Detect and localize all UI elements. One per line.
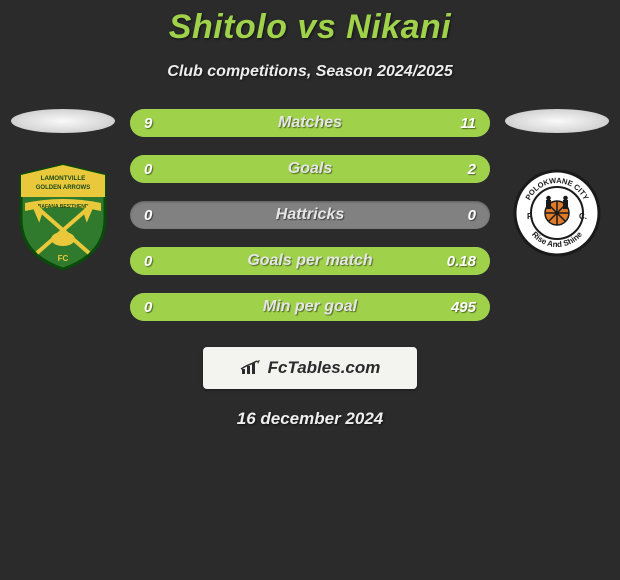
- stat-row-min-per-goal: 0 Min per goal 495: [130, 293, 490, 321]
- left-team-logo: LAMONTVILLE GOLDEN ARROWS ABAFANA BES'TH…: [15, 161, 111, 271]
- left-ellipse-decoration: [11, 109, 115, 133]
- stats-column: 9 Matches 11 0 Goals 2 0 Hattricks 0 0: [118, 109, 502, 321]
- stat-label: Matches: [278, 114, 342, 132]
- svg-text:GOLDEN ARROWS: GOLDEN ARROWS: [36, 185, 90, 191]
- stat-right-value: 2: [468, 161, 476, 178]
- stat-left-value: 0: [144, 253, 152, 270]
- page-title: Shitolo vs Nikani: [0, 8, 620, 47]
- stat-row-matches: 9 Matches 11: [130, 109, 490, 137]
- stat-label: Goals per match: [247, 252, 372, 270]
- svg-text:C.: C.: [579, 212, 587, 221]
- golden-arrows-shield-icon: LAMONTVILLE GOLDEN ARROWS ABAFANA BES'TH…: [15, 161, 111, 271]
- page-subtitle: Club competitions, Season 2024/2025: [0, 63, 620, 81]
- stat-left-value: 0: [144, 299, 152, 316]
- stat-label: Min per goal: [263, 298, 357, 316]
- stat-label: Hattricks: [276, 206, 344, 224]
- right-ellipse-decoration: [505, 109, 609, 133]
- main-row: LAMONTVILLE GOLDEN ARROWS ABAFANA BES'TH…: [0, 109, 620, 321]
- stat-left-value: 9: [144, 115, 152, 132]
- stat-left-value: 0: [144, 161, 152, 178]
- brand-text: FcTables.com: [268, 358, 381, 378]
- stat-row-goals-per-match: 0 Goals per match 0.18: [130, 247, 490, 275]
- stat-right-value: 0: [468, 207, 476, 224]
- bar-chart-icon: [240, 360, 262, 376]
- svg-text:FC: FC: [58, 254, 69, 263]
- brand-watermark[interactable]: FcTables.com: [203, 347, 417, 389]
- svg-text:F.: F.: [527, 212, 533, 221]
- right-team-col: POLOKWANE CITY Rise And Shine F. C.: [502, 109, 612, 257]
- stat-row-hattricks: 0 Hattricks 0: [130, 201, 490, 229]
- stat-right-value: 0.18: [447, 253, 476, 270]
- stat-label: Goals: [288, 160, 332, 178]
- stat-right-value: 495: [451, 299, 476, 316]
- comparison-card: Shitolo vs Nikani Club competitions, Sea…: [0, 0, 620, 429]
- svg-text:LAMONTVILLE: LAMONTVILLE: [41, 175, 86, 182]
- stat-right-value: 11: [460, 115, 476, 132]
- left-team-col: LAMONTVILLE GOLDEN ARROWS ABAFANA BES'TH…: [8, 109, 118, 271]
- stat-row-goals: 0 Goals 2: [130, 155, 490, 183]
- stat-fill-left: [130, 109, 292, 137]
- svg-text:ABAFANA BES'THENDE: ABAFANA BES'THENDE: [34, 204, 92, 210]
- date-label: 16 december 2024: [0, 409, 620, 429]
- polokwane-city-badge-icon: POLOKWANE CITY Rise And Shine F. C.: [513, 169, 601, 257]
- stat-left-value: 0: [144, 207, 152, 224]
